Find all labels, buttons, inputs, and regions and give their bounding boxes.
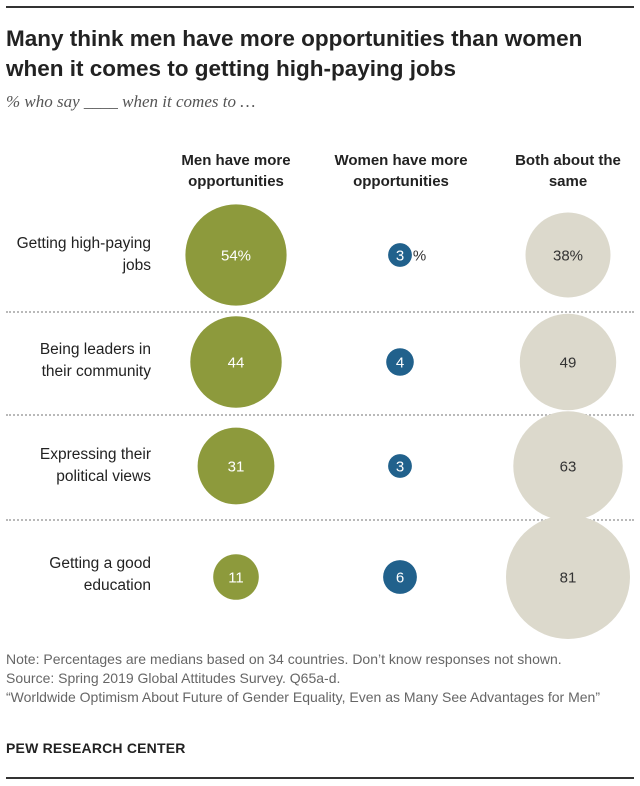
value-label-women-4: 6 xyxy=(396,570,404,587)
column-header-men: Men have more opportunities xyxy=(181,152,291,190)
row-label-leaders: Being leaders in their community xyxy=(39,341,151,380)
bubble-same-4 xyxy=(506,515,630,639)
value-label-same-2: 49 xyxy=(560,355,577,372)
row-label-political-views: Expressing their political views xyxy=(39,446,151,485)
value-label-men-4: 11 xyxy=(228,570,244,587)
source-text: Source: Spring 2019 Global Attitudes Sur… xyxy=(6,670,341,686)
value-label-women-1: 3 xyxy=(396,248,404,265)
bubble-same-1 xyxy=(525,212,611,298)
bubble-same-3 xyxy=(513,411,623,521)
bubble-women-4 xyxy=(383,560,417,594)
row-separator xyxy=(6,414,634,416)
organization-name: PEW RESEARCH CENTER xyxy=(6,740,186,756)
value-label-same-4: 81 xyxy=(560,570,577,587)
bubble-women-1 xyxy=(388,243,412,267)
value-label-women-3: 3 xyxy=(396,459,404,476)
bubble-men-4 xyxy=(213,554,259,600)
top-rule xyxy=(6,6,634,8)
column-header-women: Women have more opportunities xyxy=(334,152,468,190)
row-label-high-paying-jobs: Getting high-paying jobs xyxy=(16,235,151,274)
bubble-men-1 xyxy=(185,204,287,306)
bubble-women-3 xyxy=(388,454,412,478)
footnote: Note: Percentages are medians based on 3… xyxy=(6,650,634,707)
bubble-men-3 xyxy=(197,427,275,505)
percent-sign: % xyxy=(413,248,426,265)
value-label-women-2: 4 xyxy=(396,355,404,372)
value-label-men-1: 54% xyxy=(221,248,251,265)
bottom-rule xyxy=(6,777,634,779)
report-title: “Worldwide Optimism About Future of Gend… xyxy=(6,689,600,705)
value-label-men-3: 31 xyxy=(228,459,245,476)
chart-title: Many think men have more opportunities t… xyxy=(6,26,583,81)
bubble-women-2 xyxy=(386,348,414,376)
value-label-men-2: 44 xyxy=(228,355,245,372)
bubble-men-2 xyxy=(190,316,282,408)
row-separator xyxy=(6,311,634,313)
value-label-same-3: 63 xyxy=(560,459,577,476)
row-separator xyxy=(6,519,634,521)
bubble-same-2 xyxy=(519,313,617,411)
note-text: Note: Percentages are medians based on 3… xyxy=(6,651,562,667)
row-label-education: Getting a good education xyxy=(49,555,151,594)
value-label-same-1: 38% xyxy=(553,248,583,265)
column-header-same: Both about the same xyxy=(515,152,621,190)
chart-subtitle: % who say ____ when it comes to … xyxy=(6,92,256,111)
